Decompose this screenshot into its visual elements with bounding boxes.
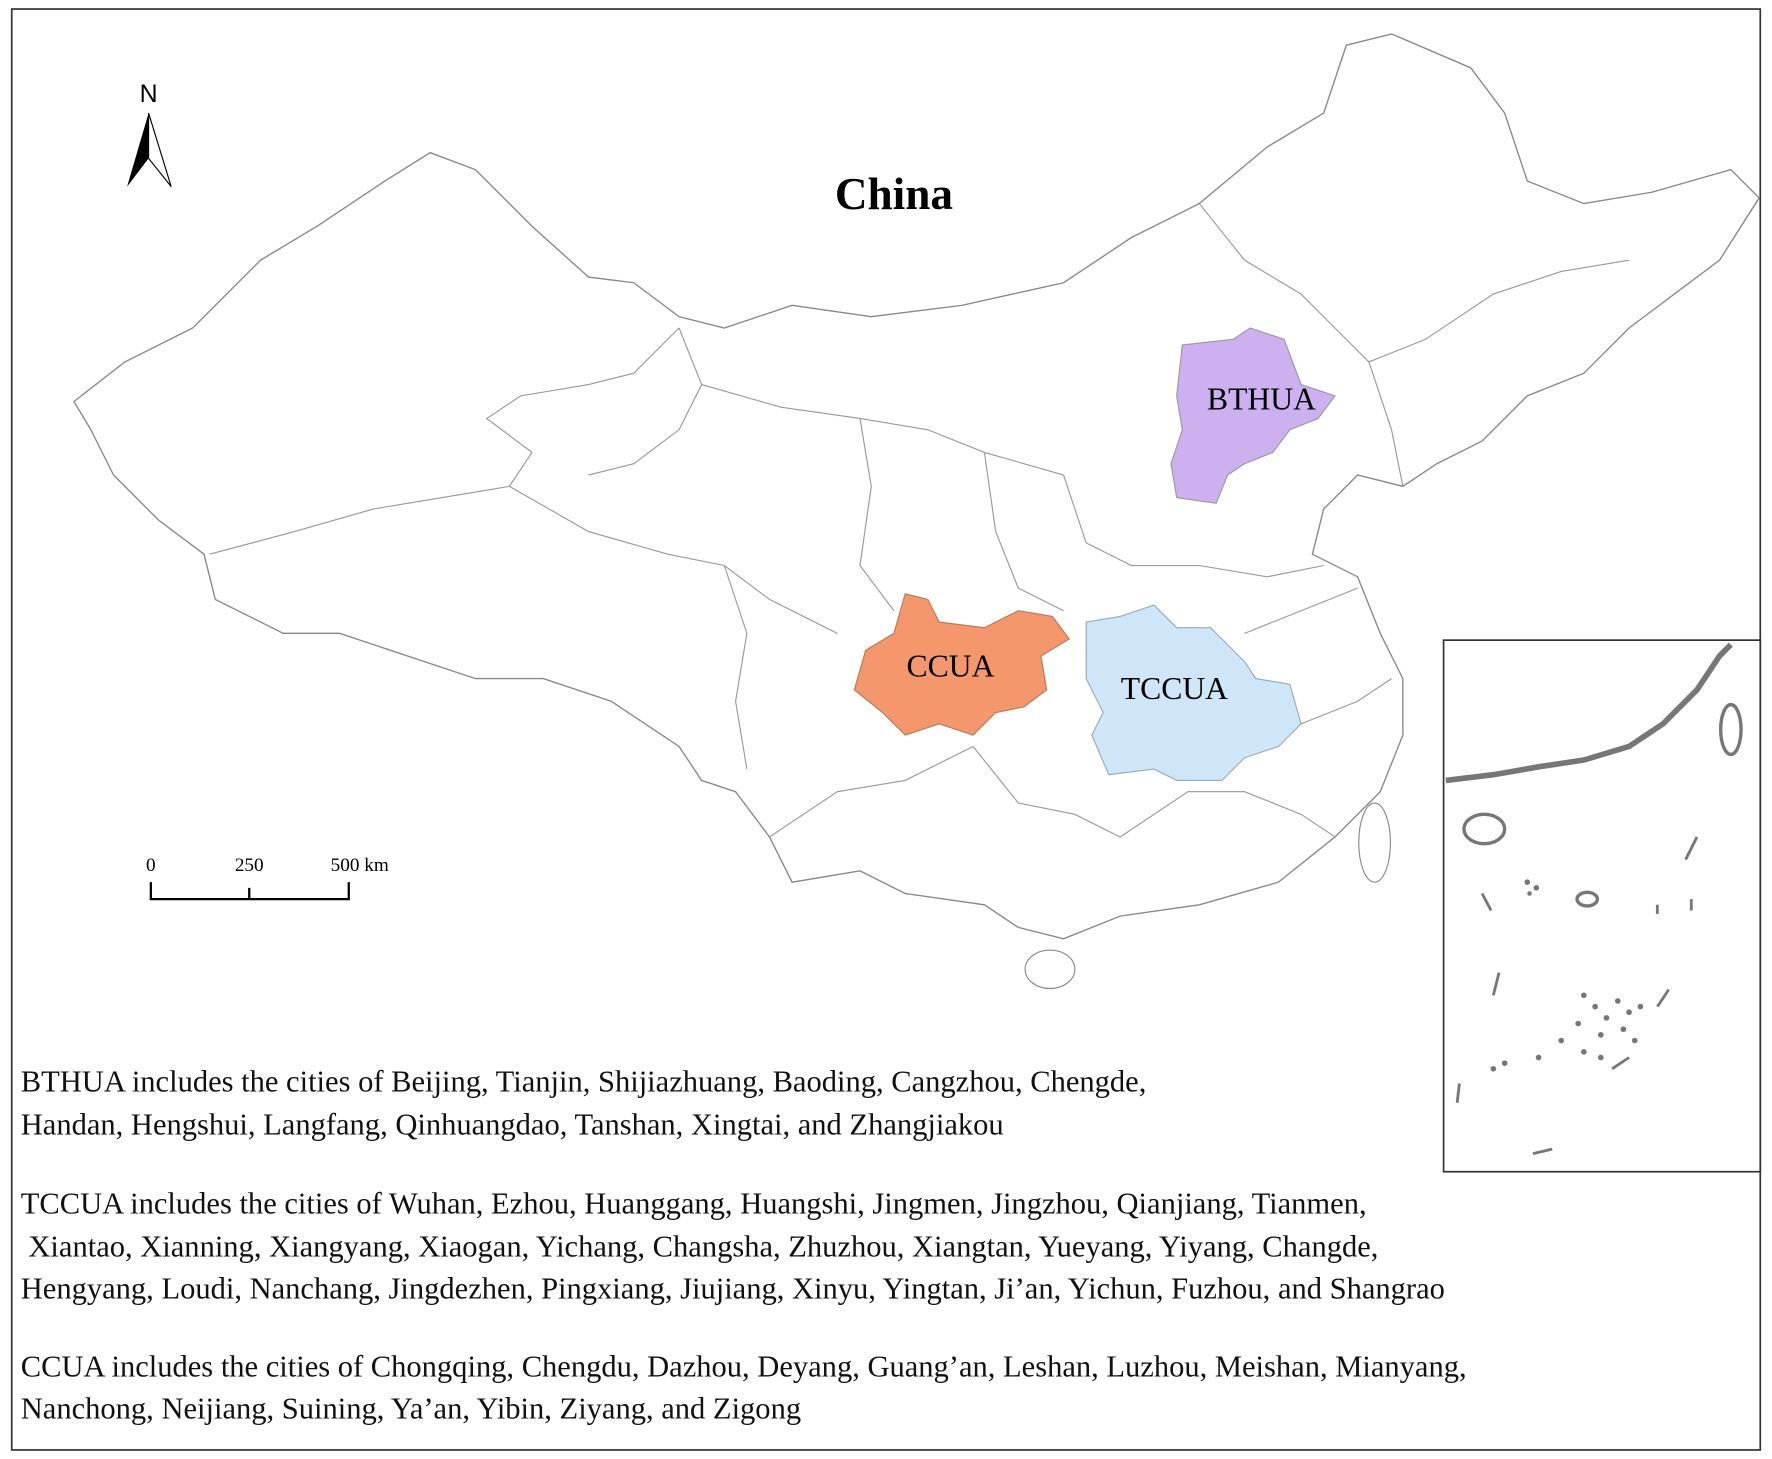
caption-line: BTHUA includes the cities of Beijing, Ti…: [21, 1064, 1147, 1098]
inset-coast: [1445, 642, 1733, 784]
region-label: TCCUA: [1121, 671, 1228, 706]
scale-bar: [149, 882, 350, 901]
inset-map: [1442, 639, 1762, 1173]
province-borders: [209, 203, 1630, 838]
map-title: China: [835, 169, 953, 219]
region-ccua: [853, 593, 1071, 736]
inset-taiwan: [1718, 702, 1743, 757]
inset-hainan: [1462, 812, 1507, 846]
china-map: China BTHUA CCUA TCCUA: [73, 33, 1761, 990]
caption-line: Nanchong, Neijiang, Suining, Ya’an, Yibi…: [21, 1391, 801, 1425]
region-bthua: [1170, 327, 1336, 504]
caption-line: TCCUA includes the cities of Wuhan, Ezho…: [21, 1187, 1367, 1221]
hainan: [1024, 949, 1076, 990]
scale-line: [149, 882, 350, 901]
region-label: BTHUA: [1207, 381, 1316, 416]
inset-frame: [1442, 639, 1762, 1173]
scale-label: 0: [146, 855, 156, 876]
taiwan: [1358, 802, 1391, 883]
scale-label: 500 km: [331, 855, 389, 876]
inset-island: [1575, 890, 1600, 908]
inset-boundary-dashes: [1455, 836, 1699, 1156]
caption-line: CCUA includes the cities of Chongqing, C…: [21, 1349, 1467, 1383]
china-outline: [73, 33, 1761, 940]
caption-line: Handan, Hengshui, Langfang, Qinhuangdao,…: [21, 1107, 1004, 1141]
north-label: N: [140, 80, 158, 108]
caption-line: Xiantao, Xianning, Xiangyang, Xiaogan, Y…: [21, 1230, 1379, 1264]
arrow-right: [148, 112, 172, 187]
caption-line: Hengyang, Loudi, Nanchang, Jingdezhen, P…: [21, 1271, 1445, 1305]
captions: BTHUA includes the cities of Beijing, Ti…: [21, 1064, 1467, 1425]
region-label: CCUA: [906, 648, 994, 683]
inset-islands: [1490, 879, 1644, 1072]
region-tccua: [1085, 604, 1302, 781]
scale-label: 250: [235, 855, 264, 876]
